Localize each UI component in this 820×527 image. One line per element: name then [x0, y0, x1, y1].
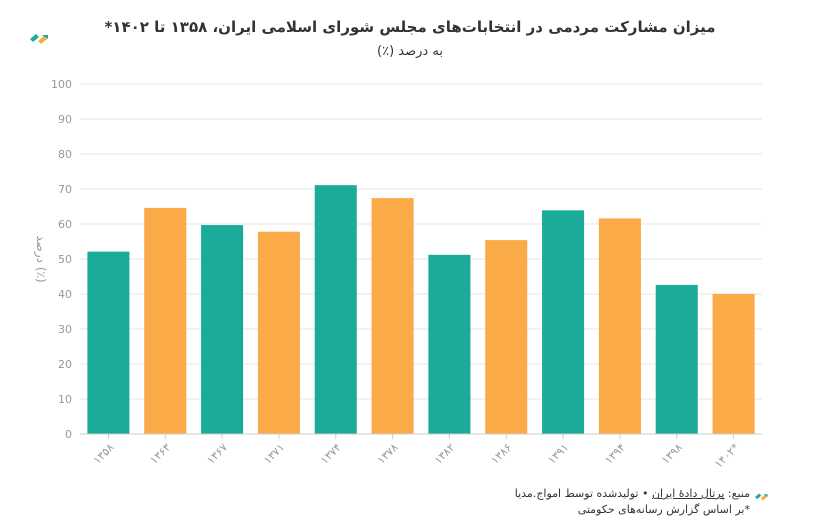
- bar: [144, 207, 187, 434]
- bar: [542, 210, 585, 434]
- bar: [428, 254, 471, 434]
- x-tick-label: ۱۳۷۸: [375, 441, 401, 467]
- y-tick-label: 60: [58, 218, 72, 231]
- source-suffix: • تولیدشده توسط امواج.مدیا: [514, 487, 652, 500]
- y-tick-label: 10: [58, 393, 72, 406]
- amwaj-logo-icon: [30, 34, 48, 44]
- y-tick-label: 100: [51, 78, 72, 91]
- source-link[interactable]: پرتال دادهٔ ایران: [651, 487, 725, 500]
- y-tick-label: 40: [58, 288, 72, 301]
- y-tick-label: 30: [58, 323, 72, 336]
- x-tick-label: ۱۳۵۸: [91, 441, 117, 467]
- bar: [371, 198, 414, 434]
- bar: [201, 225, 244, 434]
- bar: [314, 185, 357, 434]
- amwaj-logo-icon: [755, 493, 768, 501]
- bar: [712, 294, 755, 434]
- chart-footer: منبع: پرتال دادهٔ ایران • تولیدشده توسط …: [515, 486, 750, 518]
- x-tick-label: ۱۳۷۴: [318, 441, 344, 467]
- x-tick-label: ۱۳۹۴: [602, 441, 628, 467]
- bar: [87, 251, 130, 434]
- x-tick-label: ۱۳۹۸: [659, 441, 685, 467]
- bar: [655, 284, 698, 434]
- source-line: منبع: پرتال دادهٔ ایران • تولیدشده توسط …: [515, 486, 750, 502]
- y-tick-label: 50: [58, 253, 72, 266]
- x-tick-label: ۱۳۶۳: [147, 441, 173, 467]
- y-tick-label: 20: [58, 358, 72, 371]
- x-tick-label: ۱۳۸۲: [432, 441, 458, 467]
- x-tick-label: ۱۳۸۶: [488, 441, 514, 467]
- y-axis-label: درصد (٪): [33, 235, 48, 282]
- x-tick-label: ۱۴۰۲*: [712, 441, 742, 471]
- footnote: *بر اساس گزارش رسانه‌های حکومتی: [577, 503, 750, 516]
- y-tick-label: 80: [58, 148, 72, 161]
- y-tick-label: 90: [58, 113, 72, 126]
- bar: [485, 240, 528, 434]
- x-tick-label: ۱۳۶۷: [204, 441, 230, 467]
- chart-subtitle: به درصد (٪): [377, 44, 443, 59]
- chart-title: میزان مشارکت مردمی در انتخابات‌های مجلس …: [104, 18, 716, 36]
- source-prefix: منبع:: [724, 487, 750, 500]
- bar: [257, 231, 300, 434]
- y-tick-label: 0: [65, 428, 72, 441]
- y-tick-label: 70: [58, 183, 72, 196]
- bar: [598, 218, 641, 434]
- x-tick-label: ۱۳۷۱: [261, 441, 287, 467]
- x-tick-label: ۱۳۹۱: [545, 441, 571, 467]
